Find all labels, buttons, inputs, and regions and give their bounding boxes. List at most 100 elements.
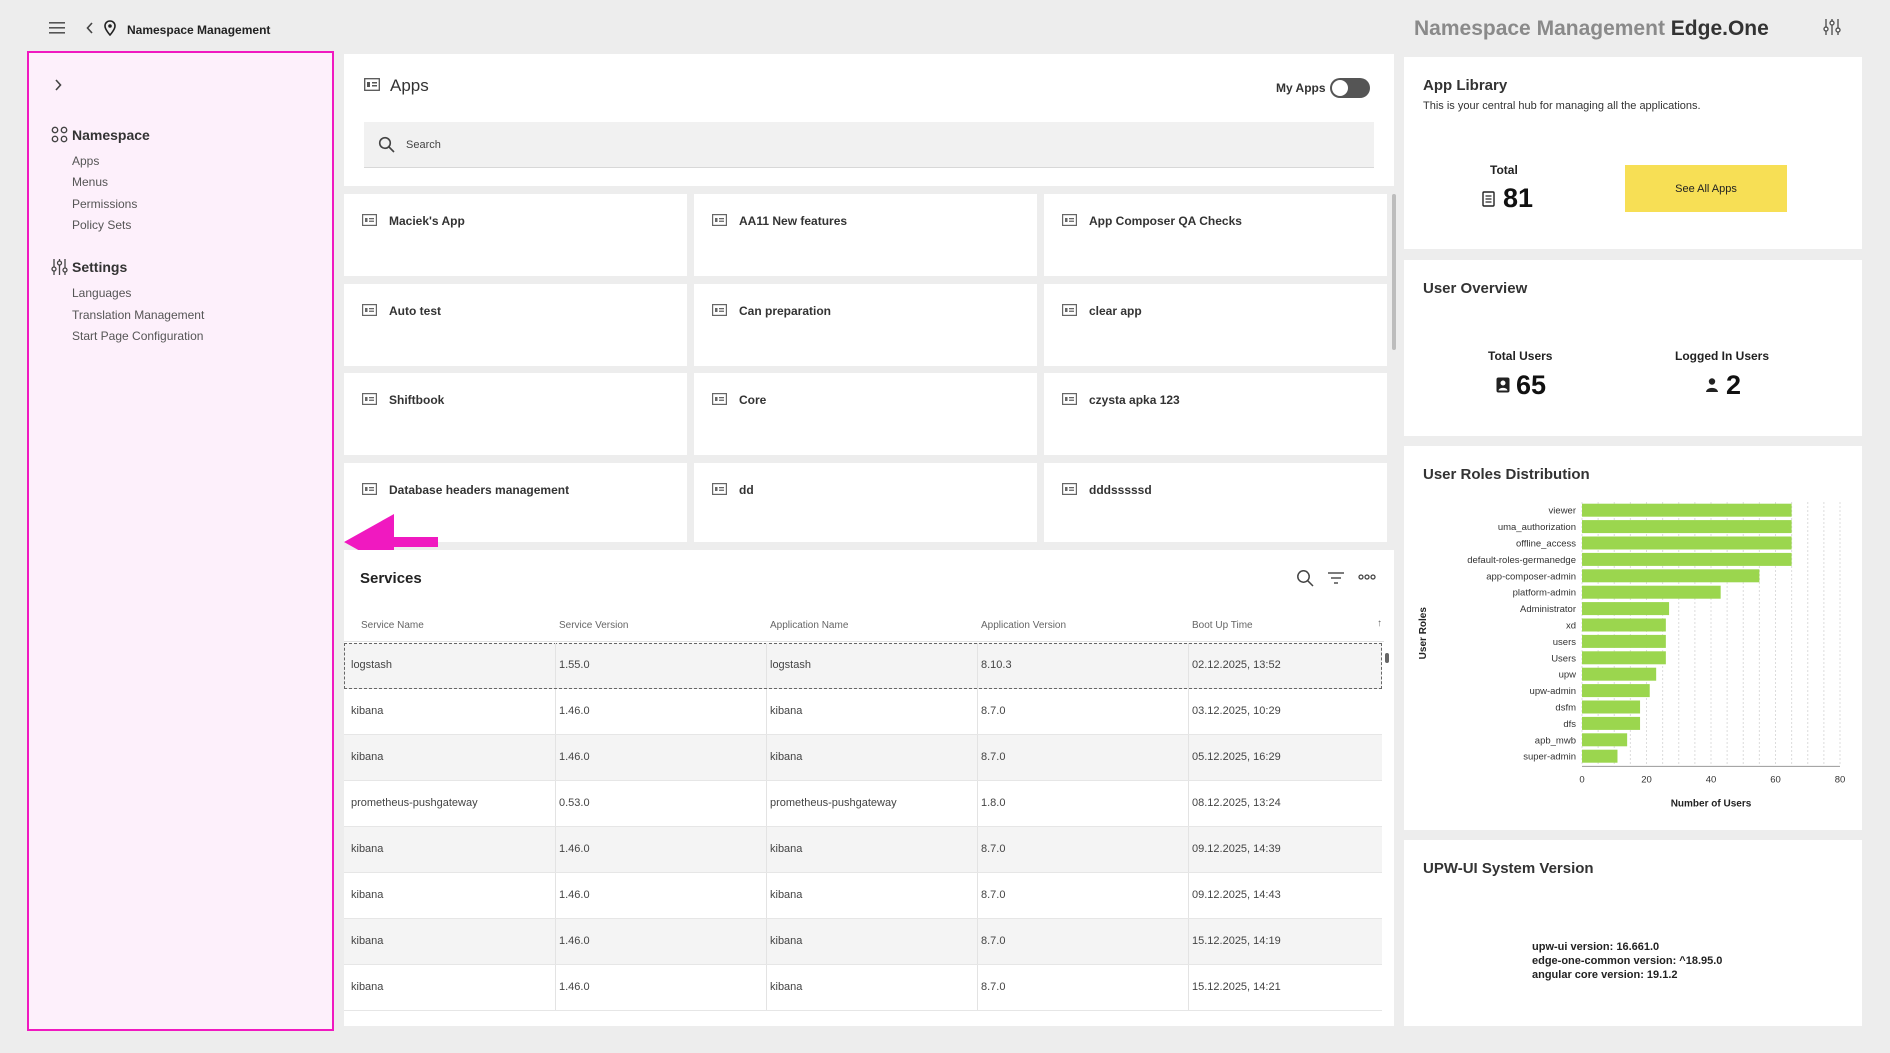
app-tile[interactable]: Maciek's App [344, 194, 687, 276]
user-roles-card: User Roles Distribution viewer uma_author… [1404, 446, 1862, 830]
settings-sliders-icon[interactable] [1823, 18, 1841, 36]
cell-boot-up-time: 05.12.2025, 16:29 [1192, 751, 1281, 763]
expand-chevron-icon[interactable] [54, 79, 62, 91]
cell-application-version: 1.8.0 [981, 797, 1006, 809]
sidebar-item-permissions[interactable]: Permissions [72, 197, 138, 211]
x-tick-label: 60 [1770, 774, 1781, 785]
apps-grid: Maciek's App AA11 New features App Compo… [344, 194, 1394, 542]
bar [1582, 552, 1792, 566]
services-title: Services [360, 570, 422, 587]
bar [1582, 749, 1618, 763]
app-icon [1062, 304, 1077, 316]
cell-application-version: 8.7.0 [981, 981, 1006, 993]
cell-boot-up-time: 03.12.2025, 10:29 [1192, 705, 1281, 717]
cell-service-name: logstash [351, 659, 392, 671]
app-tile[interactable]: Shiftbook [344, 373, 687, 455]
app-tile[interactable]: dd [694, 463, 1037, 542]
sidebar-item-languages[interactable]: Languages [72, 286, 132, 300]
cell-application-version: 8.7.0 [981, 935, 1006, 947]
column-header[interactable]: Service Name [361, 620, 424, 631]
breadcrumb[interactable]: Namespace Management [127, 23, 271, 37]
app-tile[interactable]: Database headers management [344, 463, 687, 542]
sort-arrow-icon[interactable]: ↑ [1377, 618, 1382, 629]
app-tile[interactable]: App Composer QA Checks [1044, 194, 1387, 276]
table-scrollbar[interactable] [1385, 653, 1389, 663]
app-tile[interactable]: Core [694, 373, 1037, 455]
app-tile[interactable]: Auto test [344, 284, 687, 366]
sidebar-item-start-page-configuration[interactable]: Start Page Configuration [72, 329, 204, 343]
app-tile[interactable]: dddsssssd [1044, 463, 1387, 542]
settings-sliders-icon [51, 258, 68, 276]
system-version-card: UPW-UI System Version upw-ui version: 16… [1404, 840, 1862, 1026]
sidebar-item-translation-management[interactable]: Translation Management [72, 308, 205, 322]
column-header[interactable]: Application Version [981, 620, 1067, 631]
bar [1582, 634, 1666, 648]
total-users-label: Total Users [1488, 349, 1553, 363]
back-chevron-icon[interactable] [86, 22, 94, 34]
table-row[interactable]: kibana 1.46.0 kibana 8.7.0 05.12.2025, 1… [344, 735, 1382, 781]
search-icon [378, 136, 395, 153]
table-row[interactable]: kibana 1.46.0 kibana 8.7.0 09.12.2025, 1… [344, 827, 1382, 873]
app-tile-title: Maciek's App [389, 214, 465, 228]
app-tile-title: Shiftbook [389, 393, 445, 407]
bar [1582, 585, 1721, 599]
app-icon [362, 304, 377, 316]
cell-service-name: kibana [351, 705, 384, 717]
app-tile-title: clear app [1089, 304, 1142, 318]
table-row[interactable]: kibana 1.46.0 kibana 8.7.0 15.12.2025, 1… [344, 919, 1382, 965]
cell-service-version: 1.46.0 [559, 981, 590, 993]
table-row[interactable]: logstash 1.55.0 logstash 8.10.3 02.12.20… [344, 643, 1382, 689]
column-header[interactable]: Boot Up Time [1192, 620, 1253, 631]
app-tile[interactable]: czysta apka 123 [1044, 373, 1387, 455]
top-bar: Namespace Management Namespace Managemen… [0, 0, 1890, 54]
app-icon [1062, 393, 1077, 405]
app-icon [362, 483, 377, 495]
category-label: platform-admin [1513, 588, 1576, 599]
cell-boot-up-time: 02.12.2025, 13:52 [1192, 659, 1281, 671]
see-all-apps-button[interactable]: See All Apps [1625, 165, 1787, 212]
table-row[interactable]: kibana 1.46.0 kibana 8.7.0 03.12.2025, 1… [344, 689, 1382, 735]
apps-scrollbar[interactable] [1392, 194, 1396, 350]
app-tile[interactable]: clear app [1044, 284, 1387, 366]
my-apps-toggle[interactable] [1330, 78, 1370, 98]
category-label: Users [1551, 653, 1576, 664]
cell-application-name: kibana [770, 981, 803, 993]
sidebar-section-namespace[interactable]: Namespace [72, 127, 150, 143]
sidebar-item-apps[interactable]: Apps [72, 154, 100, 168]
app-icon [712, 214, 727, 226]
more-options-icon[interactable] [1358, 574, 1376, 580]
table-row[interactable]: kibana 1.46.0 kibana 8.7.0 09.12.2025, 1… [344, 873, 1382, 919]
table-row[interactable]: prometheus-pushgateway 0.53.0 prometheus… [344, 781, 1382, 827]
logged-in-users-value: 2 [1726, 370, 1742, 400]
app-tile[interactable]: Can preparation [694, 284, 1037, 366]
cell-service-name: prometheus-pushgateway [351, 797, 478, 809]
app-icon [362, 214, 377, 226]
app-library-card: App Library This is your central hub for… [1404, 57, 1862, 249]
table-row[interactable]: kibana 1.46.0 kibana 8.7.0 15.12.2025, 1… [344, 965, 1382, 1011]
sidebar-item-menus[interactable]: Menus [72, 175, 109, 189]
bar [1582, 733, 1628, 747]
system-version-title: UPW-UI System Version [1423, 860, 1594, 877]
category-label: upw-admin [1530, 686, 1576, 697]
user-overview-card: User Overview Total Users 65 Logged In U… [1404, 260, 1862, 436]
search-icon[interactable] [1296, 569, 1314, 587]
app-icon [712, 483, 727, 495]
category-label: uma_authorization [1498, 522, 1576, 533]
column-header[interactable]: Application Name [770, 620, 849, 631]
cell-boot-up-time: 09.12.2025, 14:43 [1192, 889, 1281, 901]
cell-application-name: kibana [770, 843, 803, 855]
cell-application-version: 8.7.0 [981, 889, 1006, 901]
bar [1582, 667, 1657, 681]
filter-icon[interactable] [1328, 571, 1344, 585]
page-title-prefix: Namespace Management [1414, 17, 1665, 40]
table-header: Service Name Service Version Application… [344, 612, 1384, 642]
hamburger-menu-icon[interactable] [49, 21, 65, 35]
column-header[interactable]: Service Version [559, 620, 629, 631]
sidebar-section-settings[interactable]: Settings [72, 259, 128, 275]
app-tile[interactable]: AA11 New features [694, 194, 1037, 276]
cell-application-name: kibana [770, 751, 803, 763]
sidebar-item-policy-sets[interactable]: Policy Sets [72, 218, 132, 232]
bar [1582, 716, 1641, 730]
search-input[interactable]: Search [364, 122, 1374, 168]
cell-application-version: 8.7.0 [981, 843, 1006, 855]
